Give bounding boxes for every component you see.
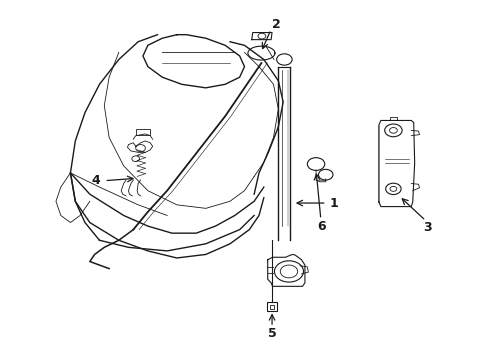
Text: 5: 5 xyxy=(267,327,276,339)
Text: 1: 1 xyxy=(329,197,338,210)
Text: 4: 4 xyxy=(92,174,100,187)
Text: 3: 3 xyxy=(422,221,431,234)
Text: 2: 2 xyxy=(271,18,280,31)
Text: 6: 6 xyxy=(317,220,325,233)
